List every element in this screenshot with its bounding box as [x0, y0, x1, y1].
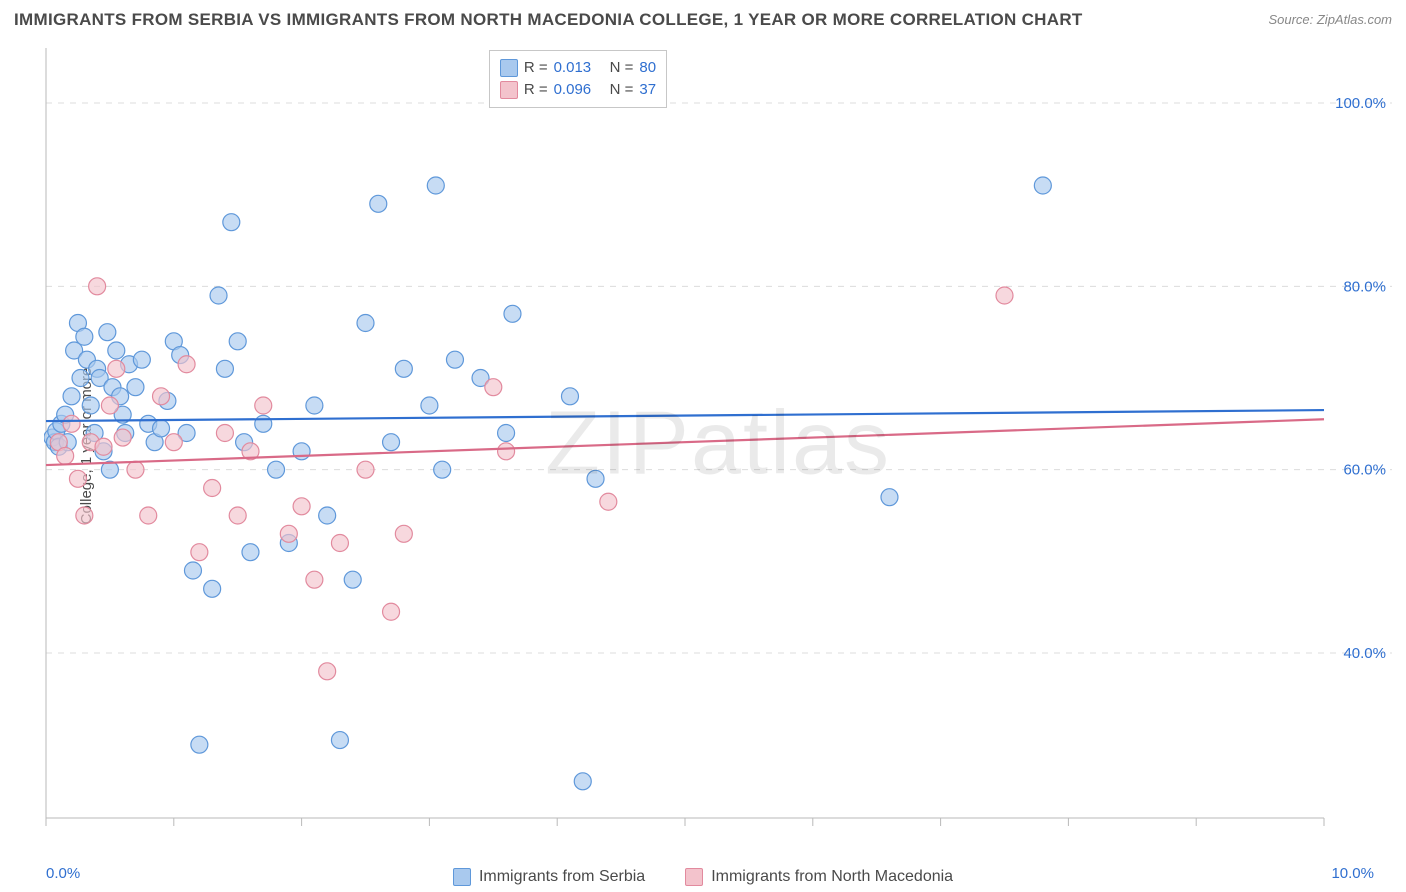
- swatch-macedonia: [685, 868, 703, 886]
- legend-label-serbia: Immigrants from Serbia: [479, 868, 645, 886]
- legend-label-macedonia: Immigrants from North Macedonia: [711, 868, 953, 886]
- series-legend: 0.0% Immigrants from Serbia Immigrants f…: [0, 868, 1406, 886]
- scatter-plot-svg: 40.0% 60.0% 80.0% 100.0%: [44, 44, 1392, 844]
- legend-item-macedonia: Immigrants from North Macedonia: [685, 868, 953, 886]
- svg-text:40.0%: 40.0%: [1343, 645, 1386, 662]
- legend-swatch: [500, 81, 518, 99]
- source-attribution: Source: ZipAtlas.com: [1268, 12, 1392, 27]
- chart-area: 40.0%60.0%80.0%100.0% ZIPatlas R = 0.013…: [44, 44, 1392, 844]
- svg-text:60.0%: 60.0%: [1343, 462, 1386, 479]
- swatch-serbia: [453, 868, 471, 886]
- svg-text:80.0%: 80.0%: [1343, 278, 1386, 295]
- legend-stat-row: R = 0.096 N = 37: [500, 79, 656, 101]
- chart-title: IMMIGRANTS FROM SERBIA VS IMMIGRANTS FRO…: [14, 10, 1083, 29]
- x-axis-tick-first: 0.0%: [46, 865, 80, 882]
- correlation-legend: R = 0.013 N = 80 R = 0.096 N = 37: [489, 50, 667, 108]
- legend-stat-row: R = 0.013 N = 80: [500, 57, 656, 79]
- x-axis-tick-last: 10.0%: [1331, 865, 1374, 882]
- svg-text:100.0%: 100.0%: [1335, 95, 1386, 112]
- legend-swatch: [500, 59, 518, 77]
- legend-item-serbia: Immigrants from Serbia: [453, 868, 645, 886]
